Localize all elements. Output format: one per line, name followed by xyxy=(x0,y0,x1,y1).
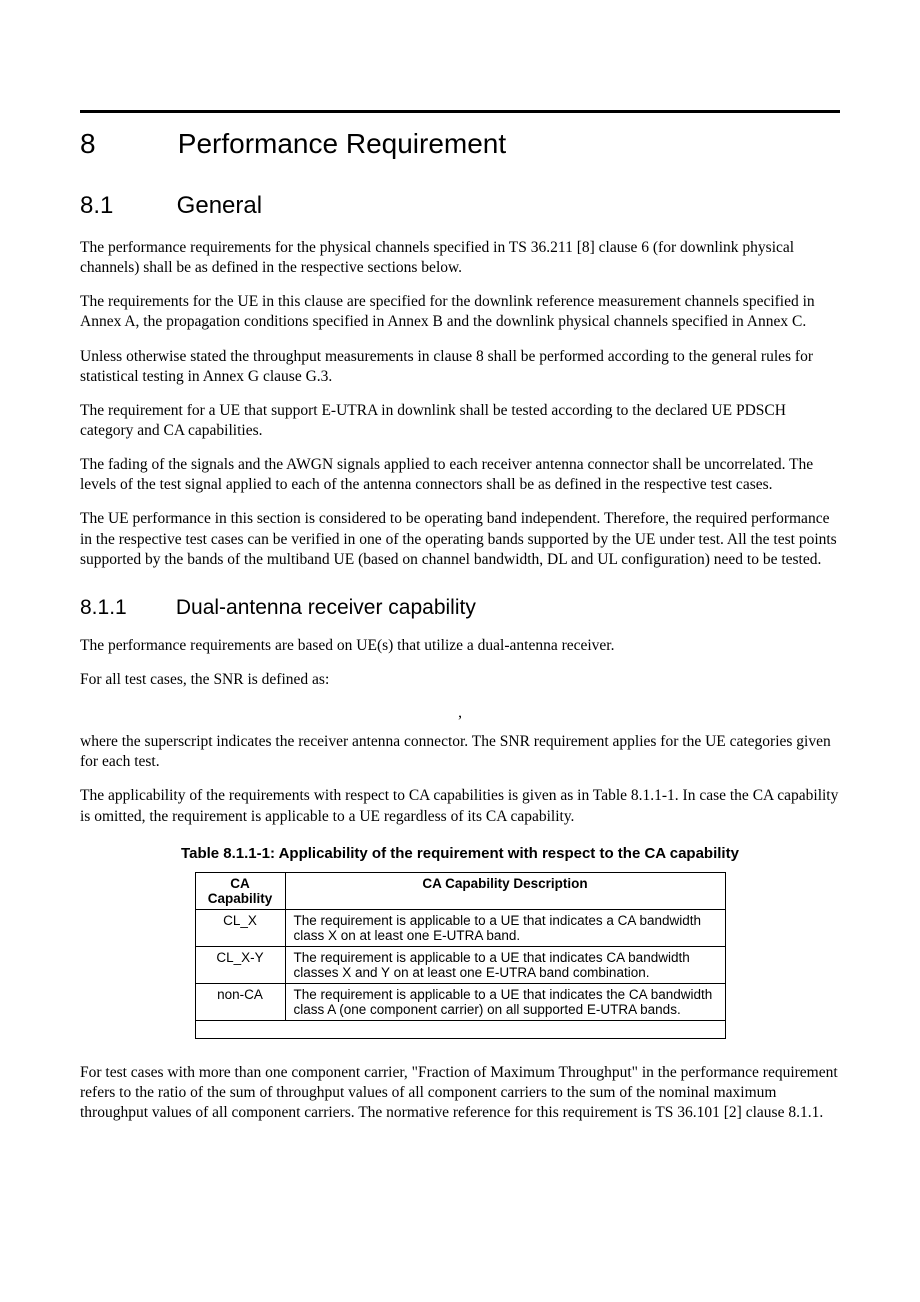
heading-2-number: 8.1 xyxy=(80,192,170,220)
table-cell: non-CA xyxy=(195,983,285,1020)
heading-3: 8.1.1 Dual-antenna receiver capability xyxy=(80,596,840,620)
paragraph: The requirement for a UE that support E-… xyxy=(80,401,840,441)
heading-3-number: 8.1.1 xyxy=(80,596,170,620)
heading-2-title: General xyxy=(177,192,262,219)
paragraph: The requirements for the UE in this clau… xyxy=(80,292,840,332)
heading-2: 8.1 General xyxy=(80,192,840,220)
table-cell: CL_X xyxy=(195,909,285,946)
table-empty-row xyxy=(195,1020,725,1038)
table-row: CL_X The requirement is applicable to a … xyxy=(195,909,725,946)
equation-placeholder: , xyxy=(80,704,840,722)
heading-1: 8 Performance Requirement xyxy=(80,128,840,160)
paragraph: where the superscript indicates the rece… xyxy=(80,732,840,772)
paragraph: For test cases with more than one compon… xyxy=(80,1063,840,1123)
horizontal-rule xyxy=(80,110,840,113)
table-header-row: CA Capability CA Capability Description xyxy=(195,872,725,909)
paragraph: The fading of the signals and the AWGN s… xyxy=(80,455,840,495)
ca-capability-table: CA Capability CA Capability Description … xyxy=(195,872,726,1039)
paragraph: For all test cases, the SNR is defined a… xyxy=(80,670,840,690)
paragraph: The performance requirements for the phy… xyxy=(80,238,840,278)
table-container: CA Capability CA Capability Description … xyxy=(80,872,840,1039)
heading-1-number: 8 xyxy=(80,128,170,160)
heading-3-title: Dual-antenna receiver capability xyxy=(176,596,476,619)
table-row: non-CA The requirement is applicable to … xyxy=(195,983,725,1020)
table-row: CL_X-Y The requirement is applicable to … xyxy=(195,946,725,983)
table-header-cell: CA Capability Description xyxy=(285,872,725,909)
paragraph: The applicability of the requirements wi… xyxy=(80,786,840,826)
table-cell: The requirement is applicable to a UE th… xyxy=(285,909,725,946)
paragraph: Unless otherwise stated the throughput m… xyxy=(80,347,840,387)
table-caption: Table 8.1.1-1: Applicability of the requ… xyxy=(80,845,840,862)
paragraph: The performance requirements are based o… xyxy=(80,636,840,656)
table-empty-cell xyxy=(195,1020,725,1038)
table-header-cell: CA Capability xyxy=(195,872,285,909)
paragraph: The UE performance in this section is co… xyxy=(80,509,840,569)
table-cell: CL_X-Y xyxy=(195,946,285,983)
table-cell: The requirement is applicable to a UE th… xyxy=(285,946,725,983)
table-cell: The requirement is applicable to a UE th… xyxy=(285,983,725,1020)
heading-1-title: Performance Requirement xyxy=(178,128,506,159)
